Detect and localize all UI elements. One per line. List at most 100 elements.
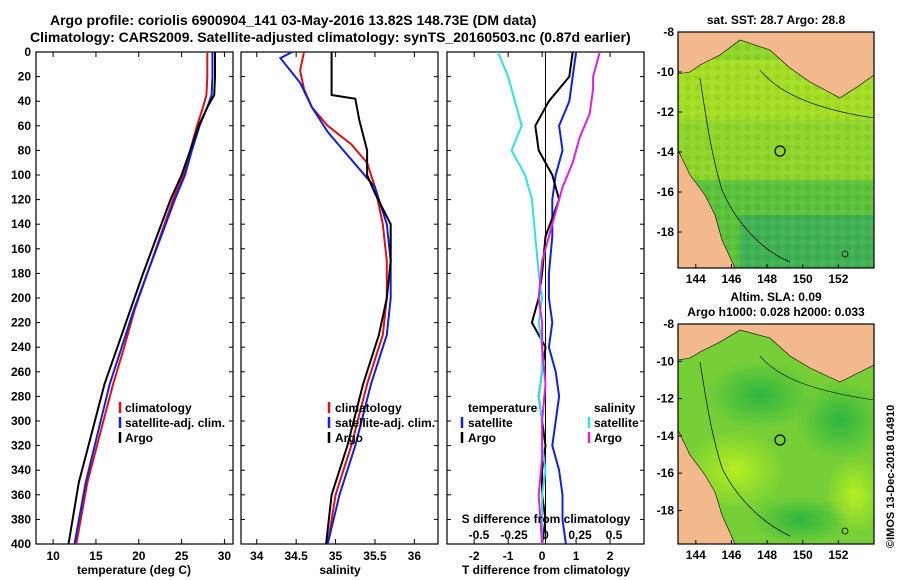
salinity-series-line bbox=[278, 52, 392, 544]
temperature-series-line bbox=[73, 52, 214, 544]
argo-location-marker bbox=[774, 145, 786, 157]
difference-series-line bbox=[530, 52, 574, 544]
difference-x-label: T difference from climatology bbox=[462, 563, 630, 577]
credit-text: ©IMOS 13-Dec-2018 014910 bbox=[885, 405, 897, 548]
legend-label-s-satellite: satellite bbox=[594, 416, 639, 430]
map-y-tick-label: -18 bbox=[657, 503, 675, 517]
top-x-tick-label: -0.5 bbox=[469, 528, 490, 542]
y-tick-label: 140 bbox=[11, 217, 31, 231]
reef-contour bbox=[699, 77, 791, 263]
map-x-tick-label: 146 bbox=[721, 548, 741, 562]
land-new-guinea bbox=[678, 324, 874, 383]
y-tick-label: 260 bbox=[11, 365, 31, 379]
map-x-tick-label: 152 bbox=[828, 272, 848, 286]
y-tick-label: 100 bbox=[11, 168, 31, 182]
difference-legend-salinity: salinity satellite Argo bbox=[587, 401, 639, 445]
map-y-tick-label: -12 bbox=[657, 105, 675, 119]
legend-label-satellite: satellite-adj. clim. bbox=[125, 416, 225, 430]
y-tick-label: 0 bbox=[24, 45, 31, 59]
land-australia bbox=[678, 149, 736, 268]
legend-label-climatology: climatology bbox=[335, 401, 402, 415]
sla-map-subtitle: Argo h1000: 0.028 h2000: 0.033 bbox=[687, 305, 865, 319]
x-tick-label: 2 bbox=[607, 549, 614, 563]
y-tick-label: 180 bbox=[11, 266, 31, 280]
temperature-x-axis: 10 15 20 25 30 bbox=[36, 51, 233, 563]
salinity-series-line bbox=[325, 52, 392, 544]
temperature-legend: climatology satellite-adj. clim. Argo bbox=[118, 401, 225, 445]
y-tick-label: 120 bbox=[11, 193, 31, 207]
sla-map bbox=[678, 324, 874, 544]
y-tick-label: 200 bbox=[11, 291, 31, 305]
difference-top-x-axis: -0.5-0.2500.250.5 bbox=[469, 528, 623, 542]
map-y-tick-label: -14 bbox=[657, 145, 675, 159]
map-y-tick-label: -8 bbox=[663, 25, 674, 39]
legend-label-climatology: climatology bbox=[125, 401, 192, 415]
reef-contour bbox=[699, 361, 791, 537]
map-y-tick-label: -16 bbox=[657, 185, 675, 199]
land-new-guinea bbox=[678, 32, 874, 99]
legend-label-t-argo: Argo bbox=[468, 431, 496, 445]
salinity-lines bbox=[278, 52, 392, 544]
top-x-tick-label: -0.25 bbox=[500, 528, 528, 542]
x-tick-label: 30 bbox=[218, 549, 232, 563]
y-tick-label: 160 bbox=[11, 242, 31, 256]
map-x-tick-label: 144 bbox=[686, 548, 706, 562]
x-tick-label: 34.5 bbox=[284, 549, 308, 563]
y-tick-label: 300 bbox=[11, 414, 31, 428]
map-y-tick-label: -12 bbox=[657, 392, 675, 406]
legend-label-satellite: satellite-adj. clim. bbox=[335, 416, 435, 430]
sla-low-anomaly bbox=[795, 380, 874, 460]
top-x-tick-label: 0.5 bbox=[606, 528, 623, 542]
y-tick-label: 40 bbox=[18, 94, 32, 108]
island-marker bbox=[841, 250, 849, 258]
map-y-tick-label: -16 bbox=[657, 466, 675, 480]
sla-map-frame bbox=[677, 323, 875, 545]
shelf-contour bbox=[759, 355, 874, 401]
map-y-tick-label: -18 bbox=[657, 225, 675, 239]
legend-header-salinity: salinity bbox=[594, 401, 636, 415]
salinity-legend: climatology satellite-adj. clim. Argo bbox=[327, 401, 435, 445]
difference-top-x-label: S difference from climatology bbox=[462, 512, 631, 526]
chart-title-line1: Argo profile: coriolis 6900904_141 03-Ma… bbox=[50, 12, 536, 28]
y-tick-label: 320 bbox=[11, 439, 31, 453]
island-marker bbox=[841, 527, 849, 535]
sla-low-anomaly bbox=[705, 360, 815, 430]
chart-title-line2: Climatology: CARS2009. Satellite-adjuste… bbox=[30, 29, 631, 45]
difference-legend-temperature: temperature satellite Argo bbox=[460, 401, 538, 445]
map-x-tick-label: 150 bbox=[793, 272, 813, 286]
map-x-tick-label: 146 bbox=[721, 272, 741, 286]
x-tick-label: 0 bbox=[539, 549, 546, 563]
x-tick-label: 25 bbox=[175, 549, 189, 563]
x-tick-label: 35.5 bbox=[363, 549, 387, 563]
sla-map-title: Altim. SLA: 0.09 bbox=[730, 290, 822, 304]
y-tick-label: 340 bbox=[11, 463, 31, 477]
y-tick-label: 220 bbox=[11, 316, 31, 330]
map-y-tick-label: -10 bbox=[657, 65, 675, 79]
y-tick-label: 400 bbox=[11, 537, 31, 551]
shelf-contour bbox=[759, 69, 874, 119]
y-tick-label: 60 bbox=[18, 119, 32, 133]
difference-lines bbox=[496, 52, 601, 544]
legend-label-s-argo: Argo bbox=[594, 431, 622, 445]
y-tick-label: 280 bbox=[11, 389, 31, 403]
map-y-tick-label: -8 bbox=[663, 317, 674, 331]
sst-map-frame bbox=[677, 31, 875, 269]
salinity-x-axis: 34 34.5 35 35.5 36 bbox=[241, 51, 438, 563]
temperature-lines bbox=[67, 52, 216, 544]
x-tick-label: 36 bbox=[408, 549, 422, 563]
x-tick-label: 10 bbox=[46, 549, 60, 563]
map-y-tick-label: -10 bbox=[657, 354, 675, 368]
sst-map-title: sat. SST: 28.7 Argo: 28.8 bbox=[707, 13, 846, 27]
temperature-x-label: temperature (deg C) bbox=[77, 563, 191, 577]
y-tick-label: 20 bbox=[18, 70, 32, 84]
sla-map-axes: 144 146 148 150 152 -8 -10 -12 -14 -16 -18 bbox=[657, 317, 849, 562]
difference-x-axis: -2 -1 0 1 2 bbox=[447, 51, 644, 563]
land-australia bbox=[678, 429, 736, 544]
y-tick-label: 240 bbox=[11, 340, 31, 354]
argo-location-marker bbox=[774, 434, 786, 446]
x-tick-label: -1 bbox=[503, 549, 514, 563]
map-x-tick-label: 144 bbox=[686, 272, 706, 286]
x-tick-label: 34 bbox=[250, 549, 264, 563]
salinity-series-line bbox=[299, 52, 388, 544]
